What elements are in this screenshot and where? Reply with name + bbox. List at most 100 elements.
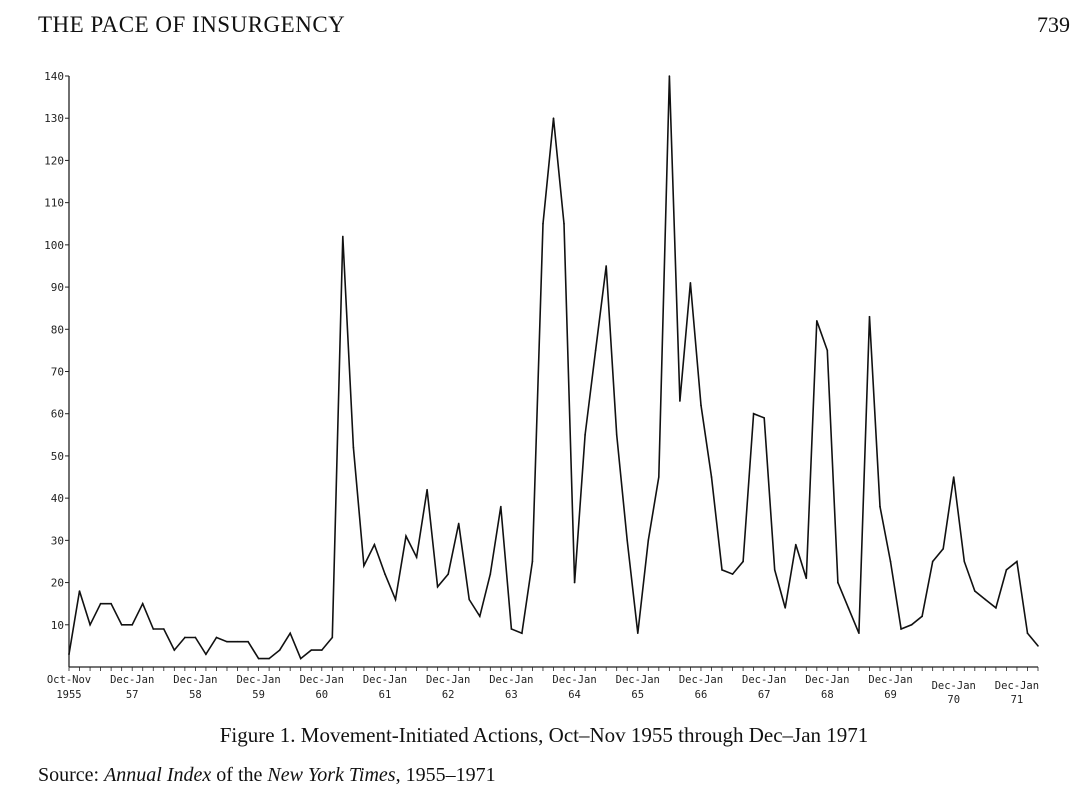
- data-point: [99, 602, 102, 605]
- data-point: [531, 560, 534, 563]
- line-chart: 10 20 30 40 50 60 70 80 90 100 110 120 130 140 Oct-No…: [44, 70, 1039, 706]
- data-point: [605, 265, 607, 267]
- x-tick-label-bottom: 1955: [56, 689, 81, 701]
- data-point: [194, 636, 197, 639]
- data-point: [931, 560, 934, 563]
- y-tick-label: 130: [44, 112, 64, 125]
- data-point: [342, 235, 344, 238]
- data-point: [752, 412, 755, 415]
- data-point: [668, 75, 671, 77]
- y-tick-label: 140: [44, 70, 64, 83]
- x-tick-label-bottom: 70: [947, 694, 960, 706]
- data-point: [500, 505, 502, 508]
- data-point: [257, 657, 260, 660]
- data-point: [1037, 645, 1039, 647]
- figure-caption: Figure 1. Movement-Initiated Actions, Oc…: [219, 723, 869, 747]
- x-tick-label-bottom: 62: [442, 689, 455, 701]
- data-point: [184, 636, 186, 639]
- series-lines: [68, 75, 1039, 660]
- data-point: [689, 282, 692, 284]
- data-point: [626, 539, 629, 542]
- x-tick-label-top: Dec-Jan: [110, 674, 154, 686]
- x-tick-label-top: Dec-Jan: [995, 680, 1039, 692]
- data-point: [1026, 632, 1029, 635]
- data-point: [373, 543, 376, 546]
- x-tick-label-top: Dec-Jan: [932, 680, 976, 692]
- data-point: [563, 222, 565, 225]
- y-tick-label: 120: [44, 154, 64, 167]
- y-tick-label: 30: [51, 534, 64, 547]
- data-point: [805, 577, 808, 580]
- data-point: [784, 607, 787, 609]
- data-point: [847, 607, 850, 609]
- x-tick-label-bottom: 64: [568, 689, 581, 701]
- data-point: [426, 488, 428, 491]
- data-point: [868, 315, 871, 318]
- x-tick-label-top: Dec-Jan: [742, 674, 786, 686]
- data-point: [394, 598, 397, 601]
- source-middle: of the: [211, 764, 268, 786]
- data-point: [910, 623, 913, 626]
- data-point: [331, 636, 334, 639]
- data-point: [310, 649, 313, 651]
- y-tick-label: 110: [44, 197, 64, 210]
- x-tick-label-bottom: 65: [631, 689, 644, 701]
- data-point: [447, 573, 449, 575]
- source-note: Source: Annual Index of the New York Tim…: [38, 764, 496, 787]
- data-point: [900, 628, 902, 630]
- x-tick-label-top: Dec-Jan: [363, 674, 407, 686]
- source-italic-index: Annual Index: [104, 764, 212, 786]
- data-point: [658, 476, 660, 478]
- data-point: [731, 573, 734, 575]
- data-point: [974, 590, 976, 592]
- data-point: [215, 636, 218, 639]
- data-point: [742, 560, 744, 563]
- x-tick-label-top: Dec-Jan: [173, 674, 217, 686]
- data-point: [384, 573, 386, 575]
- data-point: [489, 573, 492, 575]
- data-point: [268, 657, 270, 660]
- data-point: [278, 649, 281, 651]
- x-tick-label-top: Dec-Jan: [679, 674, 723, 686]
- x-tick-label-top: Dec-Jan: [868, 674, 912, 686]
- data-point: [552, 117, 555, 120]
- data-point: [837, 581, 839, 584]
- data-point: [363, 564, 365, 567]
- data-point: [794, 543, 797, 546]
- data-point: [952, 476, 955, 478]
- page-header-title: THE PACE OF INSURGENCY: [38, 12, 346, 37]
- data-point: [889, 560, 892, 563]
- x-tick-label-top: Dec-Jan: [489, 674, 533, 686]
- data-point: [594, 349, 597, 352]
- data-point: [120, 623, 123, 626]
- data-point: [521, 632, 523, 635]
- x-tick-label-bottom: 63: [505, 689, 518, 701]
- y-tick-label: 90: [51, 281, 64, 294]
- x-tick-label-bottom: 66: [695, 689, 708, 701]
- data-point: [226, 640, 228, 643]
- x-tick-label-top: Dec-Jan: [300, 674, 344, 686]
- source-prefix: Source:: [38, 764, 105, 786]
- data-point: [352, 446, 355, 449]
- data-point: [289, 632, 291, 635]
- data-point: [1016, 560, 1018, 563]
- x-tick-label-bottom: 60: [315, 689, 328, 701]
- x-axis: Oct-Nov 1955 Dec-Jan 57 Dec-Jan 58 Dec-Jan 59 De…: [47, 666, 1039, 706]
- data-point: [131, 623, 133, 626]
- data-point: [721, 569, 723, 571]
- data-point: [415, 556, 418, 559]
- x-tick-label-bottom: 59: [252, 689, 265, 701]
- data-point: [247, 640, 249, 643]
- data-point: [457, 522, 460, 525]
- data-point: [1005, 569, 1008, 571]
- data-point: [110, 602, 112, 605]
- y-tick-label: 100: [44, 239, 64, 252]
- data-point: [573, 581, 576, 584]
- x-tick-label-bottom: 61: [379, 689, 392, 701]
- x-tick-label-bottom: 57: [126, 689, 139, 701]
- data-point: [636, 632, 639, 635]
- data-point: [299, 657, 302, 660]
- data-point: [826, 349, 829, 352]
- data-point: [879, 505, 881, 508]
- y-tick-label: 80: [51, 323, 64, 336]
